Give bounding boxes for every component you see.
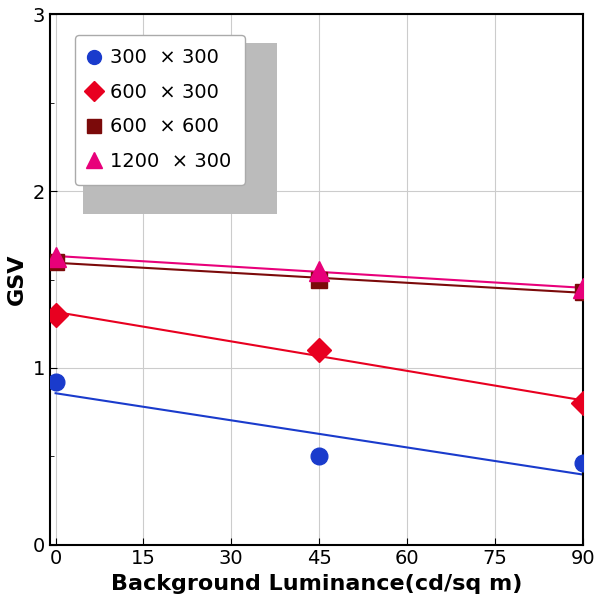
FancyBboxPatch shape [83, 43, 278, 215]
600  × 600 [52, 258, 59, 266]
600  × 600 [315, 276, 323, 283]
Line: 600  × 600: 600 × 600 [48, 254, 591, 300]
300  × 300 [579, 460, 586, 467]
600  × 300 [52, 311, 59, 319]
Legend: 300  × 300, 600  × 300, 600  × 600, 1200  × 300: 300 × 300, 600 × 300, 600 × 600, 1200 × … [75, 35, 245, 185]
1200  × 300 [52, 253, 59, 260]
Line: 1200  × 300: 1200 × 300 [46, 247, 592, 298]
1200  × 300 [315, 267, 323, 274]
1200  × 300 [579, 285, 586, 292]
600  × 300 [579, 400, 586, 407]
300  × 300 [52, 379, 59, 386]
600  × 300 [315, 347, 323, 354]
600  × 600 [579, 288, 586, 296]
X-axis label: Background Luminance(cd/sq m): Background Luminance(cd/sq m) [111, 574, 522, 594]
Y-axis label: GSV: GSV [7, 254, 27, 305]
300  × 300 [315, 453, 323, 460]
Line: 300  × 300: 300 × 300 [48, 374, 591, 472]
Line: 600  × 300: 600 × 300 [48, 307, 591, 412]
